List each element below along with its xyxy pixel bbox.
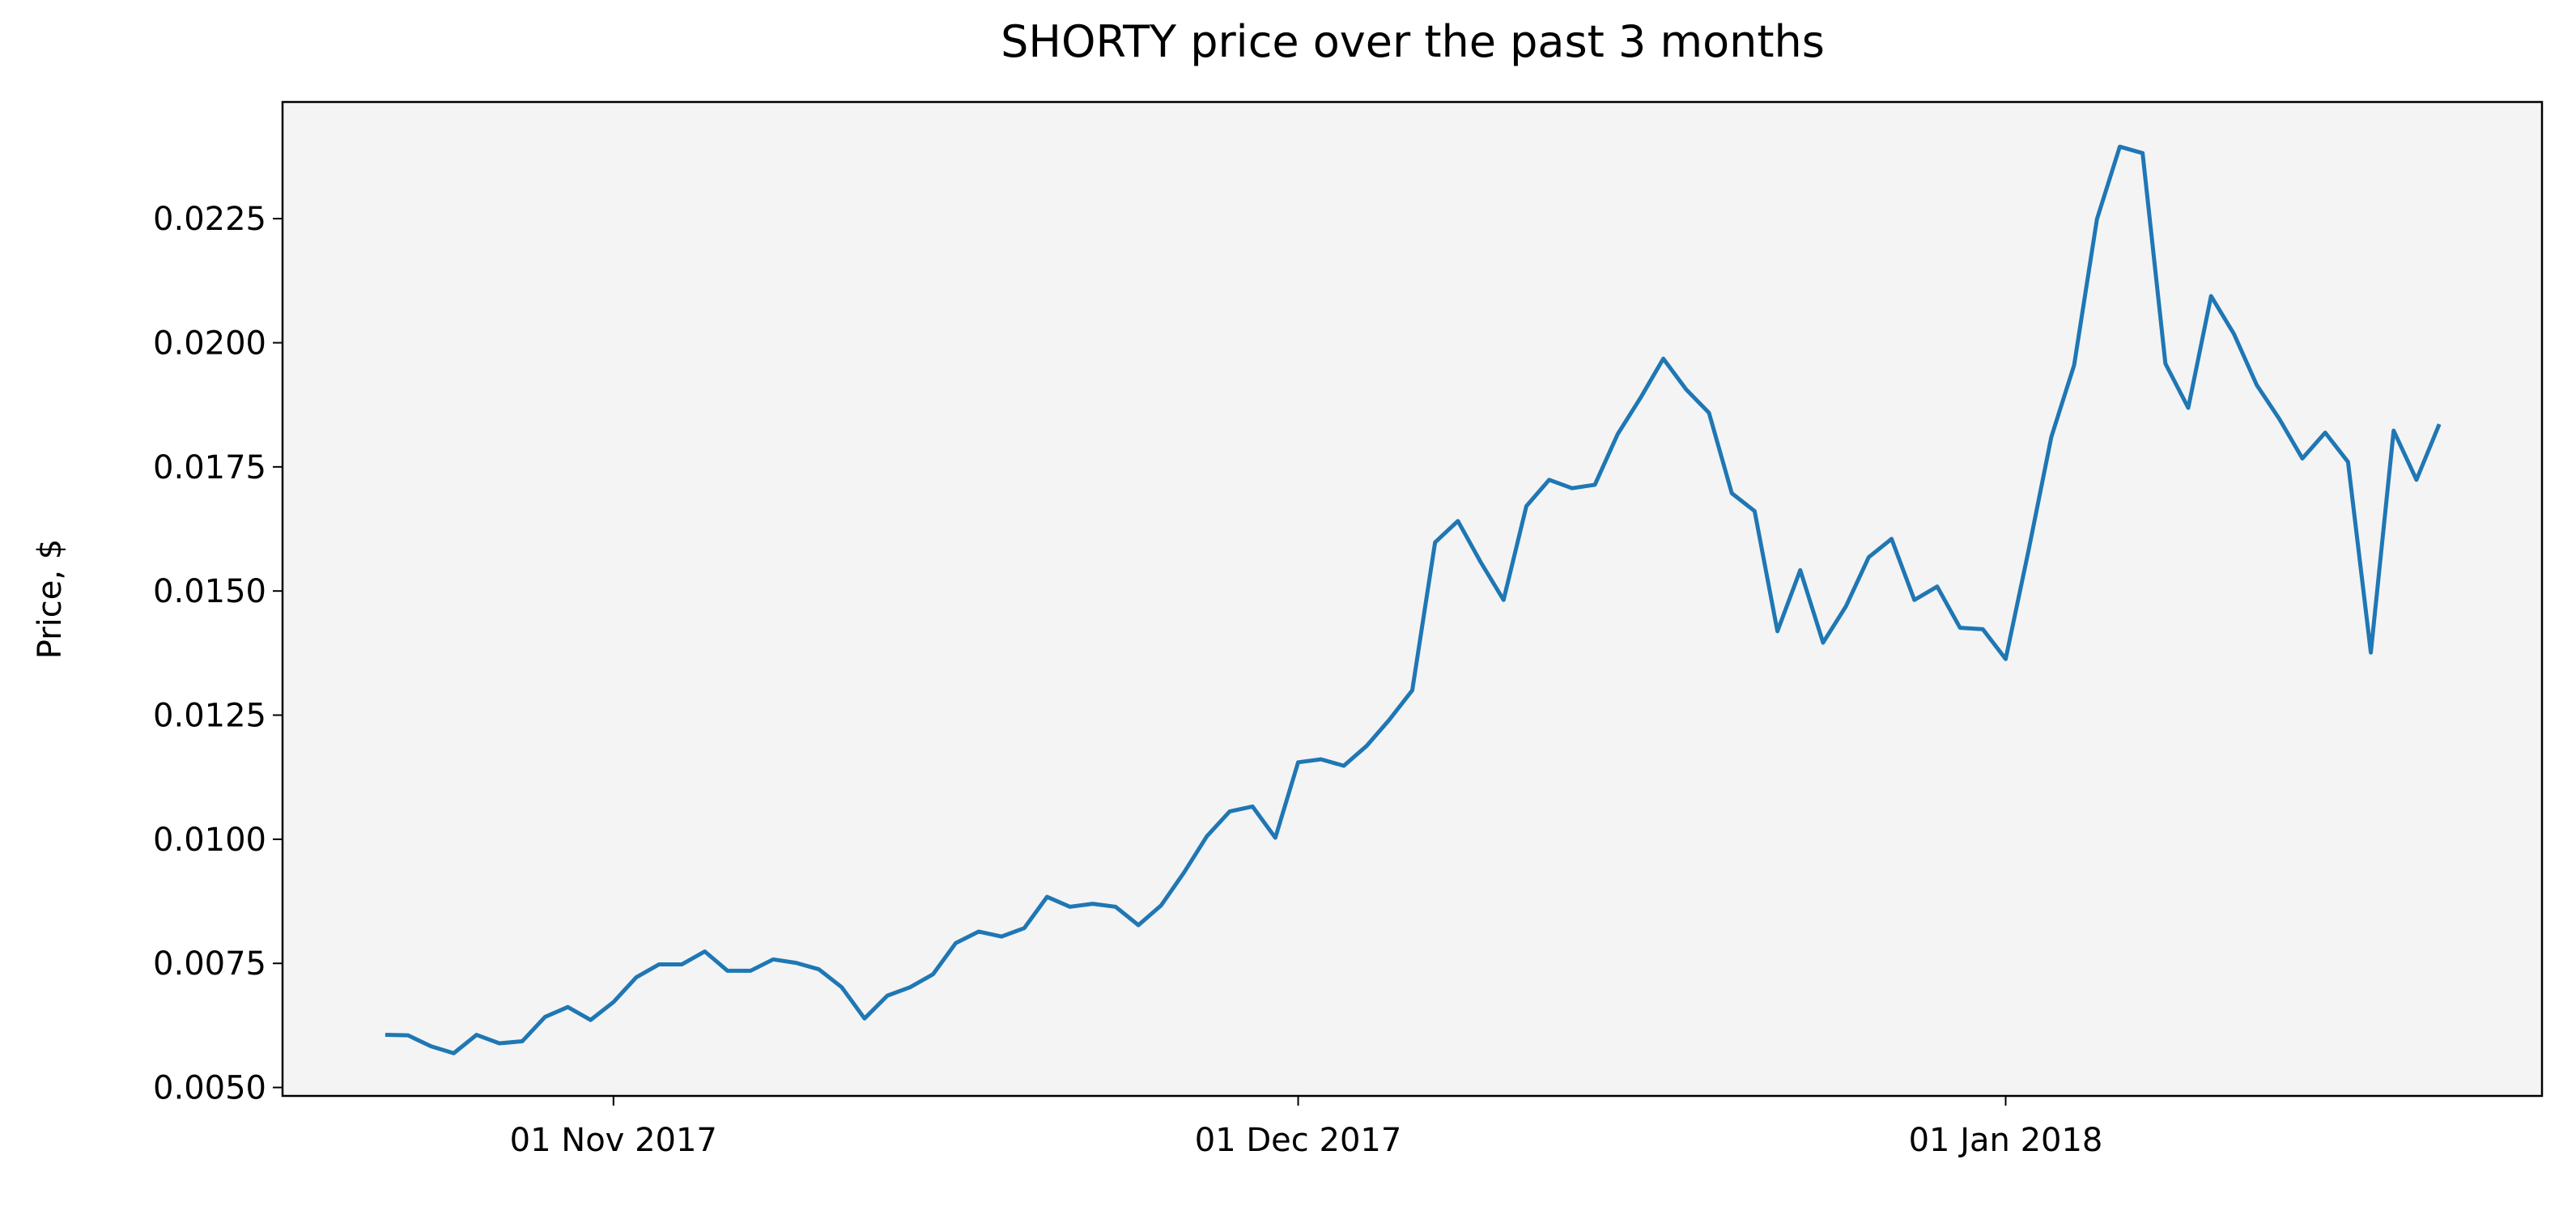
x-tick-label: 01 Dec 2017 [1195,1122,1402,1159]
x-tick-label: 01 Nov 2017 [510,1122,717,1159]
price-line [385,144,2442,1055]
y-tick-label: 0.0075 [153,945,266,983]
y-tick-label: 0.0050 [153,1070,266,1107]
plot-area [283,102,2542,1096]
y-tick-label: 0.0200 [153,325,266,362]
plot-frame [281,100,2544,1098]
y-tick-label: 0.0125 [153,698,266,735]
x-tick-label: 01 Jan 2018 [1909,1122,2103,1159]
y-tick-label: 0.0225 [153,201,266,238]
y-tick-label: 0.0100 [153,822,266,859]
y-tick-label: 0.0150 [153,573,266,610]
y-tick-label: 0.0175 [153,449,266,486]
chart-title: SHORTY price over the past 3 months [1001,16,1825,67]
y-axis-label: Price, $ [32,539,69,659]
